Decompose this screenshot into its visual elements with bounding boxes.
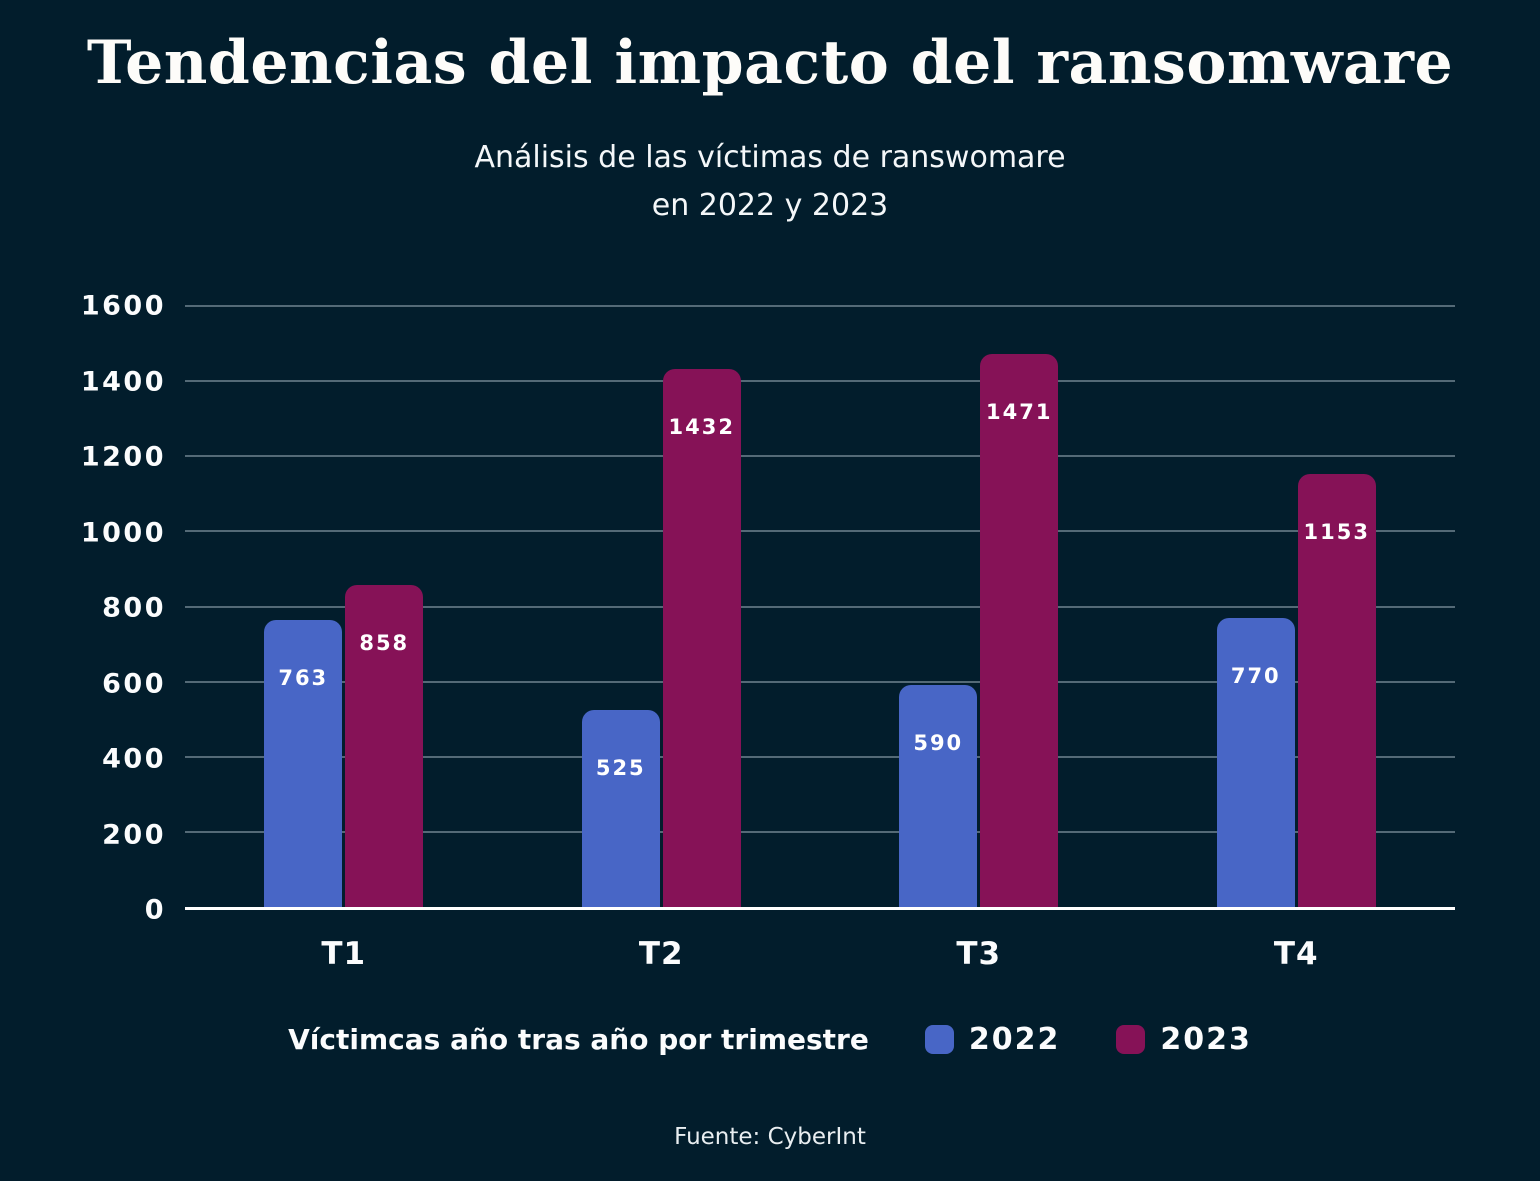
legend-swatch-2022 <box>924 1025 954 1054</box>
legend-item-2022: 2022 <box>924 1022 1061 1057</box>
bar-2022-t1: 763 <box>264 620 343 907</box>
y-tick-label: 400 <box>102 743 166 775</box>
y-tick-label: 1000 <box>80 517 166 548</box>
gridline <box>185 380 1455 383</box>
y-tick-label: 600 <box>102 668 166 699</box>
gridline <box>185 680 1455 683</box>
legend-item-2023: 2023 <box>1116 1022 1252 1057</box>
gridline <box>185 455 1455 458</box>
x-axis-label-t4: T4 <box>1273 936 1319 972</box>
bar-value-label: 1432 <box>668 415 735 440</box>
gridline <box>185 530 1455 533</box>
y-tick-label: 800 <box>102 592 166 624</box>
gridline <box>185 830 1455 833</box>
bar-group-t3: 590 1471 <box>820 306 1138 907</box>
chart-legend: Víctimcas año tras año por trimestre 202… <box>0 1022 1540 1057</box>
page-title: Tendencias del impacto del ransomware <box>86 28 1454 98</box>
legend-swatch-2023 <box>1116 1025 1146 1054</box>
bar-group-t2: 525 1432 <box>503 306 821 907</box>
bar-value-label: 763 <box>278 666 329 691</box>
bar-value-label: 590 <box>913 731 964 756</box>
y-tick-label: 1200 <box>80 441 166 473</box>
bar-2022-t3: 590 <box>899 685 978 907</box>
y-tick-label: 200 <box>102 819 166 850</box>
bar-chart: 763 858 525 1432 590 1471 770 1153 <box>185 305 1455 910</box>
bar-value-label: 1153 <box>1303 519 1370 544</box>
gridline <box>185 605 1455 608</box>
bar-2022-t2: 525 <box>581 709 660 907</box>
source-credit: Fuente: CyberInt <box>674 1124 866 1150</box>
x-axis-label-t3: T3 <box>956 936 1002 972</box>
y-tick-label: 1600 <box>80 290 166 322</box>
bar-value-label: 1471 <box>986 400 1053 425</box>
y-axis-labels: 0 200 400 600 800 1000 1200 1400 1600 <box>56 291 166 926</box>
bar-group-t4: 770 1153 <box>1138 306 1456 907</box>
y-tick-label: 0 <box>144 894 166 926</box>
legend-year-label: 2023 <box>1160 1022 1252 1057</box>
gridline <box>185 755 1455 758</box>
bar-group-t1: 763 858 <box>185 306 503 907</box>
bar-2022-t4: 770 <box>1216 617 1295 907</box>
bar-value-label: 770 <box>1230 663 1281 688</box>
gridlines <box>185 305 1455 907</box>
bar-2023-t2: 1432 <box>662 369 741 907</box>
x-axis-labels: T1 T2 T3 T4 <box>185 936 1455 972</box>
bar-value-label: 858 <box>359 630 410 655</box>
bar-value-label: 525 <box>595 755 646 780</box>
x-axis-label-t2: T2 <box>638 936 684 972</box>
x-axis-label-t1: T1 <box>321 936 367 972</box>
bar-2023-t3: 1471 <box>980 354 1059 907</box>
legend-year-label: 2022 <box>968 1022 1061 1057</box>
subtitle-line-1: Análisis de las víctimas de ranswomare <box>474 140 1066 175</box>
bar-2023-t1: 858 <box>345 584 424 907</box>
plot-area: 763 858 525 1432 590 1471 770 1153 <box>185 306 1455 907</box>
subtitle-line-2: en 2022 y 2023 <box>651 188 889 223</box>
gridline <box>185 305 1455 307</box>
bar-2023-t4: 1153 <box>1297 473 1376 907</box>
page-subtitle: Análisis de las víctimas de ranswomare e… <box>0 134 1540 230</box>
legend-label: Víctimcas año tras año por trimestre <box>288 1023 869 1056</box>
y-tick-label: 1400 <box>80 366 166 397</box>
